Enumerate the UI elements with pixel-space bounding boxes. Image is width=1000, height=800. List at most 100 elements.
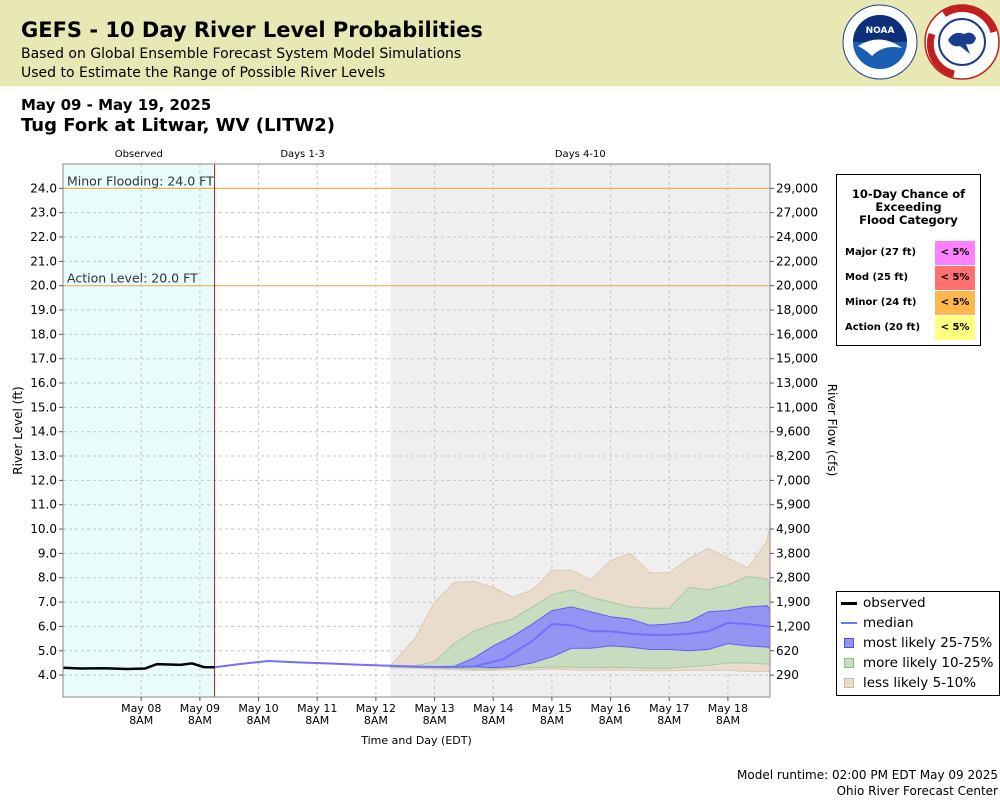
y2-tick-label: 29,000 <box>776 181 818 195</box>
threshold-label: Action Level: 20.0 FT <box>67 271 198 286</box>
x-tick-date: May 09 <box>180 702 220 715</box>
x-tick-date: May 08 <box>121 702 161 715</box>
y2-tick-label: 20,000 <box>776 279 818 293</box>
y-tick-label: 8.0 <box>38 571 57 585</box>
y-tick-label: 18.0 <box>30 327 57 341</box>
x-tick-date: May 17 <box>649 702 689 715</box>
station-location: Tug Fork at Litwar, WV (LITW2) <box>21 115 336 136</box>
flood-table-title-line2: Exceeding <box>875 200 942 214</box>
y2-tick-label: 4,900 <box>776 522 810 536</box>
legend-swatch-5-10 <box>844 678 854 688</box>
x-tick-time: 8AM <box>188 714 212 727</box>
y-tick-label: 20.0 <box>30 279 57 293</box>
page-title: GEFS - 10 Day River Level Probabilities <box>21 18 483 42</box>
x-tick-date: May 10 <box>238 702 278 715</box>
y-tick-label: 23.0 <box>30 206 57 220</box>
x-tick-time: 8AM <box>716 714 740 727</box>
x-tick-date: May 13 <box>414 702 454 715</box>
chart-legend: observed median most likely 25-75% more … <box>836 591 1000 696</box>
forecast-center: Ohio River Forecast Center <box>836 784 998 798</box>
x-tick-date: May 12 <box>356 702 396 715</box>
y2-tick-label: 16,000 <box>776 327 818 341</box>
section-label: Observed <box>115 149 163 160</box>
model-runtime: Model runtime: 02:00 PM EDT May 09 2025 <box>737 768 998 782</box>
y-tick-label: 13.0 <box>30 449 57 463</box>
y2-tick-label: 22,000 <box>776 254 818 268</box>
observed-region <box>63 164 215 697</box>
flood-row-moderate-label: Mod (25 ft) <box>845 272 909 283</box>
x-tick-date: May 15 <box>532 702 572 715</box>
y-tick-label: 5.0 <box>38 644 57 658</box>
y-tick-label: 11.0 <box>30 498 57 512</box>
legend-swatch-25-75 <box>844 638 854 648</box>
y-tick-label: 12.0 <box>30 473 57 487</box>
y2-tick-label: 24,000 <box>776 230 818 244</box>
legend-swatch-10-25 <box>844 658 854 668</box>
threshold-label: Minor Flooding: 24.0 FT <box>67 173 214 188</box>
y2-tick-label: 15,000 <box>776 352 818 366</box>
y-tick-label: 6.0 <box>38 619 57 633</box>
y-axis-title: River Level (ft) <box>11 386 25 474</box>
date-range: May 09 - May 19, 2025 <box>21 96 212 114</box>
legend-swatch-observed <box>841 601 857 605</box>
flood-row-minor-label: Minor (24 ft) <box>845 297 917 308</box>
page-subtitle-2: Used to Estimate the Range of Possible R… <box>21 65 386 81</box>
legend-item-observed: observed <box>841 593 926 613</box>
x-tick-date: May 14 <box>473 702 513 715</box>
nws-logo <box>924 4 1000 80</box>
y2-tick-label: 290 <box>776 668 799 682</box>
noaa-logo: NOAA <box>842 4 918 80</box>
legend-swatch-median <box>841 622 857 624</box>
x-tick-date: May 16 <box>590 702 630 715</box>
section-label: Days 1-3 <box>280 149 324 160</box>
flood-row-action-label: Action (20 ft) <box>845 322 921 333</box>
y2-tick-label: 1,900 <box>776 595 810 609</box>
median-line <box>214 621 771 669</box>
y-tick-label: 16.0 <box>30 376 57 390</box>
x-tick-time: 8AM <box>305 714 329 727</box>
legend-item-10-25: more likely 10-25% <box>841 653 994 673</box>
header-banner: GEFS - 10 Day River Level Probabilities … <box>0 0 1000 86</box>
y2-tick-label: 11,000 <box>776 400 818 414</box>
y2-tick-label: 5,900 <box>776 498 810 512</box>
y2-tick-label: 9,600 <box>776 425 810 439</box>
y2-tick-label: 620 <box>776 644 799 658</box>
flood-row-minor-value: < 5% <box>935 291 975 315</box>
y-tick-label: 9.0 <box>38 546 57 560</box>
y-tick-label: 21.0 <box>30 254 57 268</box>
legend-label-observed: observed <box>863 595 926 611</box>
y2-tick-label: 27,000 <box>776 206 818 220</box>
y2-tick-label: 1,200 <box>776 619 810 633</box>
flood-chance-table: 10-Day Chance of Exceeding Flood Categor… <box>836 174 981 346</box>
x-tick-time: 8AM <box>129 714 153 727</box>
legend-label-median: median <box>863 615 914 631</box>
flood-table-title-line1: 10-Day Chance of <box>851 187 966 201</box>
legend-label-10-25: more likely 10-25% <box>863 655 994 671</box>
flood-row-moderate-value: < 5% <box>935 266 975 290</box>
x-tick-date: May 18 <box>708 702 748 715</box>
x-tick-time: 8AM <box>599 714 623 727</box>
flood-row-major-label: Major (27 ft) <box>845 247 917 258</box>
x-tick-time: 8AM <box>423 714 447 727</box>
y2-tick-label: 13,000 <box>776 376 818 390</box>
y-tick-label: 4.0 <box>38 668 57 682</box>
x-tick-time: 8AM <box>364 714 388 727</box>
y2-tick-label: 2,800 <box>776 571 810 585</box>
y-tick-label: 7.0 <box>38 595 57 609</box>
flood-table-title-line3: Flood Category <box>859 213 958 227</box>
legend-item-25-75: most likely 25-75% <box>841 633 992 653</box>
legend-item-median: median <box>841 613 914 633</box>
flood-table-title: 10-Day Chance of Exceeding Flood Categor… <box>837 188 980 227</box>
y2-axis-title: River Flow (cfs) <box>825 384 839 477</box>
legend-label-25-75: most likely 25-75% <box>863 635 993 651</box>
svg-text:NOAA: NOAA <box>866 26 895 36</box>
x-tick-time: 8AM <box>247 714 271 727</box>
y-tick-label: 10.0 <box>30 522 57 536</box>
legend-label-5-10: less likely 5-10% <box>863 675 977 691</box>
y-tick-label: 17.0 <box>30 352 57 366</box>
y2-tick-label: 8,200 <box>776 449 810 463</box>
x-tick-time: 8AM <box>540 714 564 727</box>
y2-tick-label: 3,800 <box>776 546 810 560</box>
plot-frame <box>62 163 771 698</box>
